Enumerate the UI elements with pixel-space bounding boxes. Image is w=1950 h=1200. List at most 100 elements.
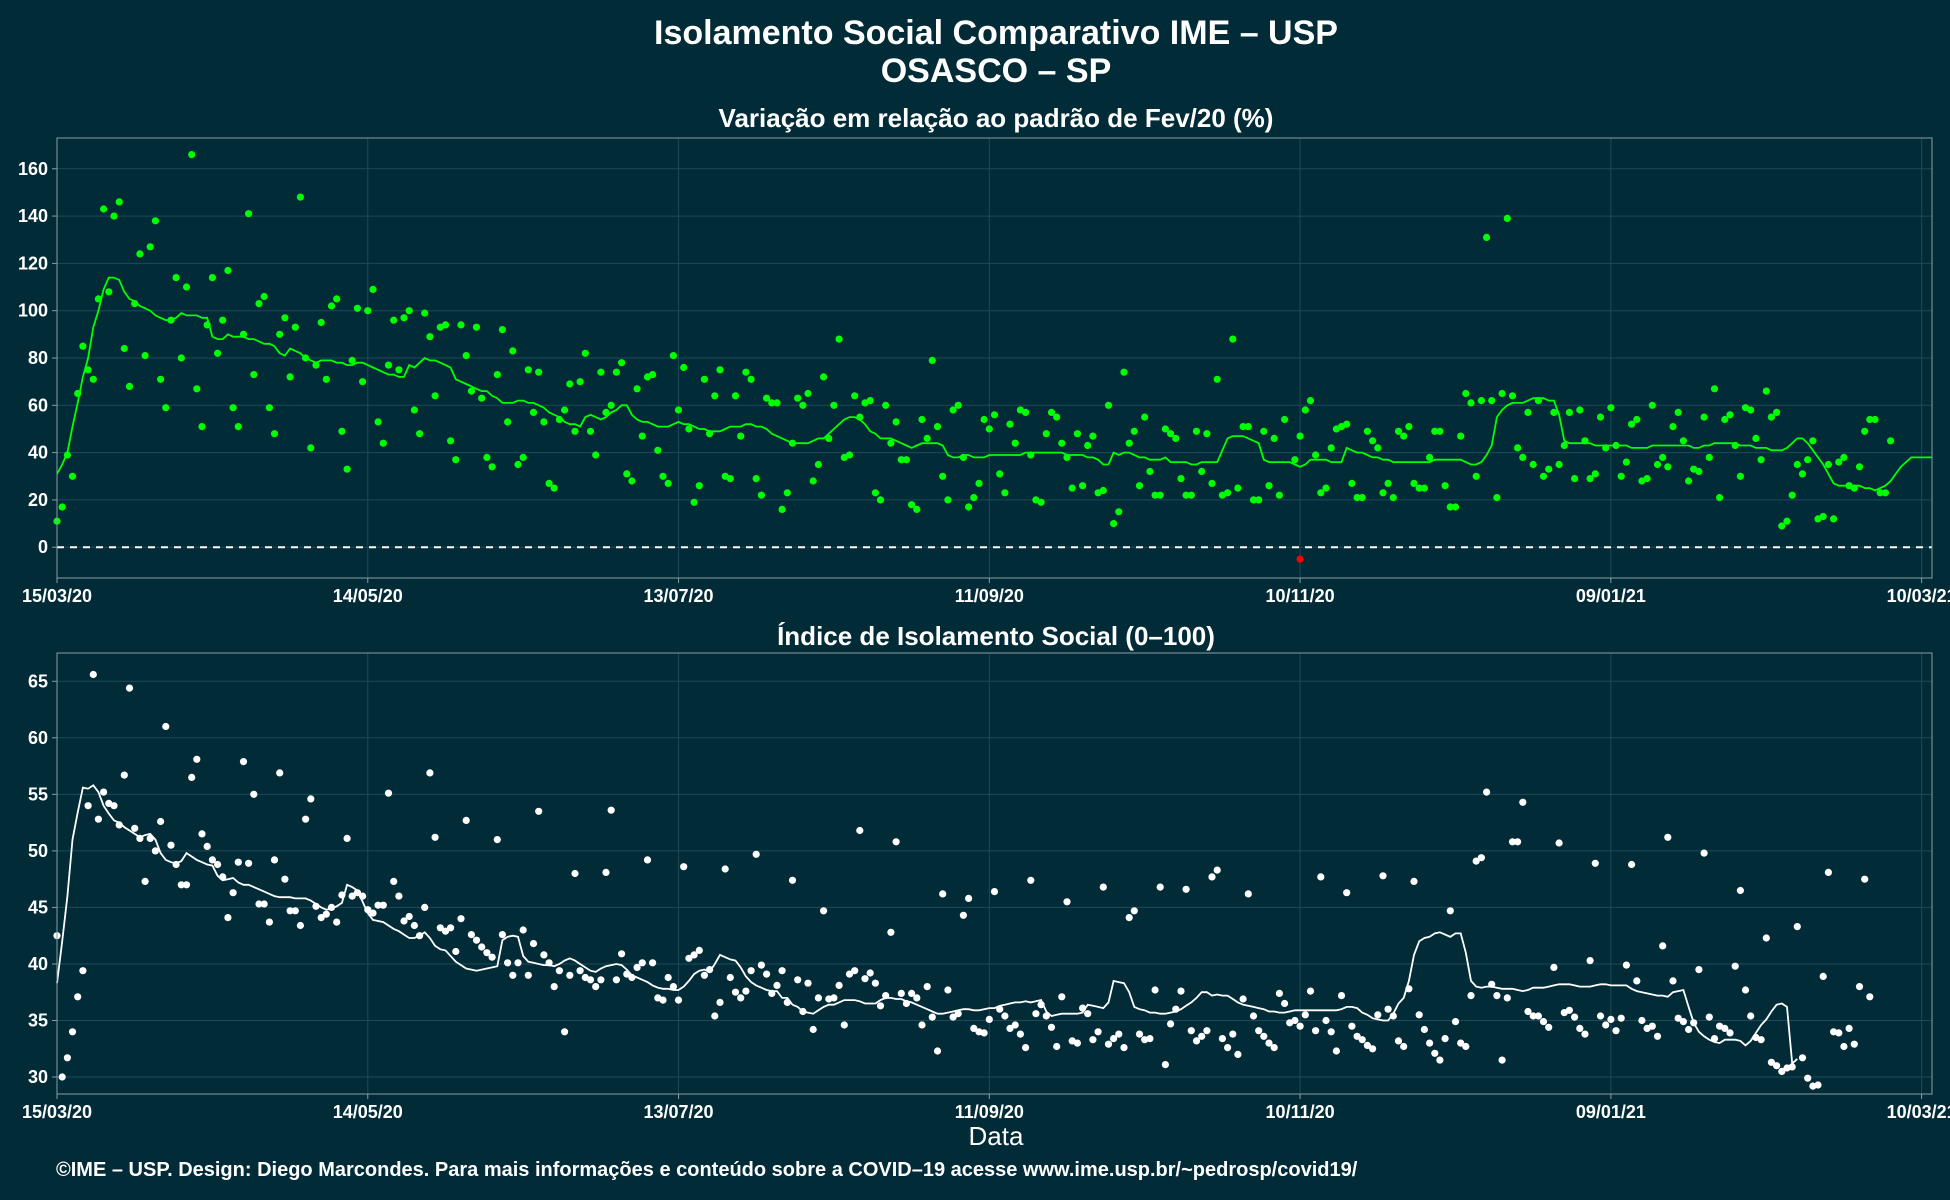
top-grid [56,138,1932,578]
data-point [1804,1074,1812,1082]
data-point [157,817,165,826]
x-tick-label: 09/01/21 [1576,586,1646,606]
isolation-index-points [53,670,1874,1090]
data-point [125,382,134,390]
data-point [1726,1029,1734,1037]
y-tick-label: 35 [28,1011,48,1031]
data-point [1586,475,1594,483]
data-point [716,366,724,374]
data-point [390,877,398,886]
data-point [747,967,755,975]
data-point [1270,434,1278,442]
data-point [1757,456,1765,464]
data-point [571,869,579,878]
x-tick-label: 14/05/20 [333,586,403,606]
data-point [1436,1056,1444,1064]
data-point [302,815,310,823]
data-point [478,394,486,402]
data-point [504,418,512,426]
data-point [395,366,403,374]
data-point [524,366,532,374]
data-point [214,349,222,357]
data-point [255,900,263,908]
data-point [379,901,387,909]
data-point [431,833,439,841]
data-point [441,927,450,935]
data-point [638,432,646,440]
figure-title-line1: Isolamento Social Comparativo IME – USP [654,14,1338,52]
data-point [1192,427,1201,435]
data-point [1581,1030,1589,1038]
data-point [1244,890,1252,898]
data-point [607,806,615,814]
data-point [1203,430,1211,438]
data-point [488,953,496,961]
data-point [1426,1039,1434,1047]
data-point [1275,491,1283,499]
data-point [804,389,812,398]
x-tick-label: 11/09/20 [955,1102,1024,1122]
data-point [322,375,330,383]
data-point [602,868,610,877]
data-point [835,981,843,990]
data-point [514,460,522,469]
data-point [260,292,268,301]
data-point [794,394,802,402]
x-tick-label: 09/01/21 [1576,1102,1646,1122]
data-point [726,973,734,982]
data-point [68,1028,77,1036]
data-point [1565,1006,1573,1014]
data-point [1032,1010,1040,1018]
data-point [488,463,496,471]
data-point [374,418,382,426]
data-point [1249,496,1258,504]
data-point [348,892,356,900]
data-point [307,795,315,803]
data-point [913,994,921,1002]
data-point [1187,1027,1195,1035]
data-point [1685,477,1693,485]
x-axis-label: Data [969,1121,1024,1151]
data-point [1301,406,1309,414]
data-point [1519,798,1527,806]
data-point [1384,479,1392,487]
data-point [1306,987,1315,995]
data-point [421,309,429,317]
data-point [1281,415,1289,424]
data-point [457,915,465,923]
data-point [410,921,418,930]
data-point [1539,1018,1548,1026]
data-point [79,967,87,975]
data-point [1483,788,1491,796]
data-point [1130,907,1138,915]
data-point [690,951,698,959]
y-tick-label: 55 [28,784,48,804]
data-point [970,494,978,502]
data-point [876,496,885,504]
data-point [63,1054,71,1062]
data-point [778,967,786,975]
data-point [255,300,263,308]
variation-panel: 0 20 40 60 80 100 120 140 160 15/03/20 14/05/20 13… [18,137,1950,606]
data-point [1389,494,1397,502]
data-point [799,401,807,409]
data-point [835,335,843,343]
data-point [1317,873,1325,881]
credit-footer: ©IME – USP. Design: Diego Marcondes. Par… [56,1159,1358,1181]
data-point [1089,432,1097,440]
data-point [1555,839,1563,847]
data-point [1840,453,1848,461]
data-point [1270,1044,1278,1052]
data-point [400,314,408,322]
data-point [1685,1025,1693,1034]
data-point [830,994,838,1002]
top-panel-title: Variação em relação ao padrão de Fev/20 … [719,103,1274,133]
data-point [421,903,429,912]
data-point [1400,1042,1408,1051]
data-point [742,368,750,376]
data-point [1006,1024,1014,1032]
data-point [1130,427,1138,435]
data-point [659,472,667,480]
data-point [1369,1045,1377,1053]
data-point [1648,401,1656,409]
